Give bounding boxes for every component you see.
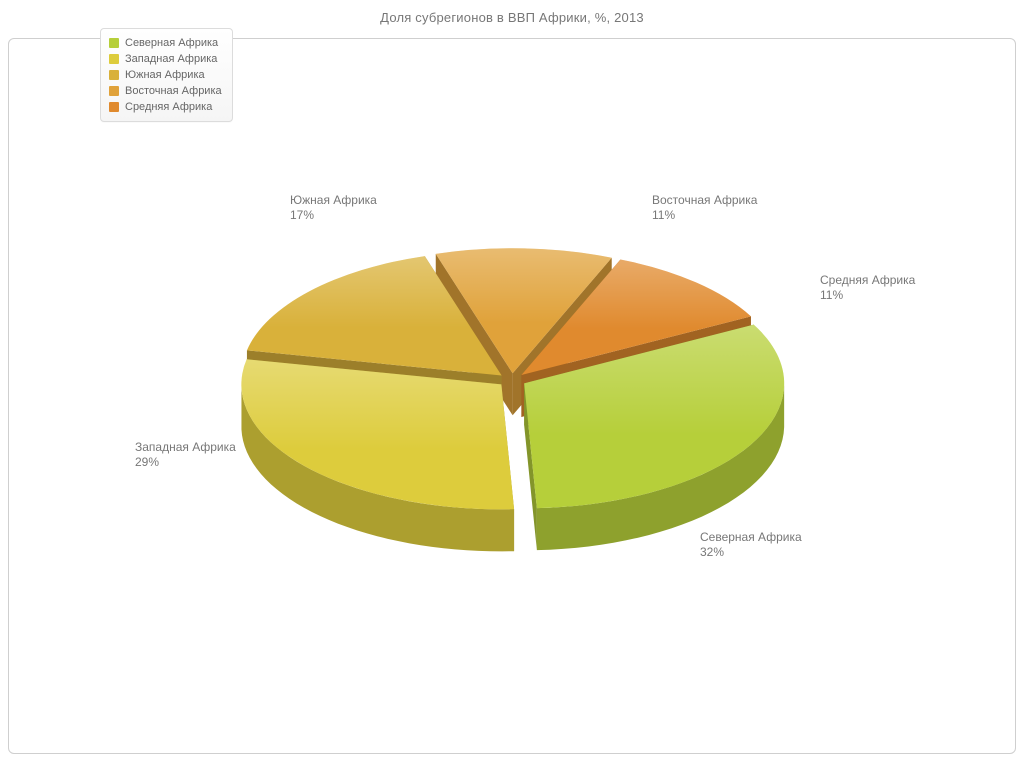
legend-label: Восточная Африка xyxy=(125,83,222,99)
slice-label-north: Северная Африка32% xyxy=(700,530,802,560)
legend-swatch-east xyxy=(109,86,119,96)
legend-item-west[interactable]: Западная Африка xyxy=(109,51,222,67)
slice-label-pct: 11% xyxy=(820,288,915,303)
legend-swatch-north xyxy=(109,38,119,48)
slice-label-name: Восточная Африка xyxy=(652,193,757,208)
slice-label-pct: 32% xyxy=(700,545,802,560)
slice-label-central: Средняя Африка11% xyxy=(820,273,915,303)
slice-label-pct: 29% xyxy=(135,455,236,470)
legend-label: Средняя Африка xyxy=(125,99,212,115)
slice-label-east: Восточная Африка11% xyxy=(652,193,757,223)
legend-label: Западная Африка xyxy=(125,51,217,67)
legend-item-south[interactable]: Южная Африка xyxy=(109,67,222,83)
slice-label-name: Северная Африка xyxy=(700,530,802,545)
slice-label-south: Южная Африка17% xyxy=(290,193,377,223)
slice-label-pct: 17% xyxy=(290,208,377,223)
legend-item-central[interactable]: Средняя Африка xyxy=(109,99,222,115)
legend-label: Южная Африка xyxy=(125,67,205,83)
legend-item-east[interactable]: Восточная Африка xyxy=(109,83,222,99)
slice-label-name: Южная Африка xyxy=(290,193,377,208)
slice-label-west: Западная Африка29% xyxy=(135,440,236,470)
legend-box: Северная АфрикаЗападная АфрикаЮжная Афри… xyxy=(100,28,233,122)
legend-item-north[interactable]: Северная Африка xyxy=(109,35,222,51)
legend-label: Северная Африка xyxy=(125,35,218,51)
legend-swatch-west xyxy=(109,54,119,64)
legend-swatch-south xyxy=(109,70,119,80)
slice-label-name: Западная Африка xyxy=(135,440,236,455)
slice-label-pct: 11% xyxy=(652,208,757,223)
legend-swatch-central xyxy=(109,102,119,112)
slice-label-name: Средняя Африка xyxy=(820,273,915,288)
